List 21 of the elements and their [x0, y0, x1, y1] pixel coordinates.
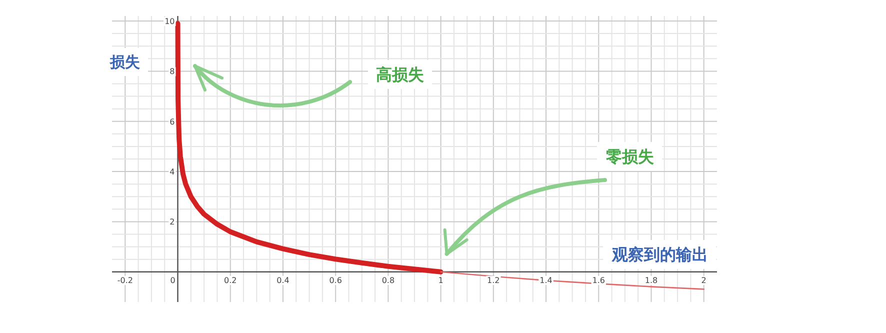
x-tick-label: 0.2	[224, 276, 237, 285]
x-tick-label: 0.4	[276, 276, 290, 285]
y-tick-label: 6	[170, 117, 175, 126]
x-tick-label: 0.8	[382, 276, 395, 285]
y-tick-label: 10	[164, 17, 175, 26]
annotation: 高损失	[376, 65, 424, 84]
x-tick-label: 2	[701, 276, 706, 285]
line-series	[440, 271, 704, 290]
x-tick-label: 0.6	[329, 276, 342, 285]
y-axis-title: 损失	[109, 53, 140, 71]
x-axis-title: 观察到的输出	[611, 245, 708, 264]
y-tick-label: 8	[170, 67, 175, 76]
y-tick-label: 2	[170, 218, 175, 227]
y-tick-label: 4	[170, 168, 175, 177]
annotation: 零损失	[605, 147, 654, 166]
x-tick-label: 1.6	[592, 276, 605, 285]
x-tick-label: 1.8	[644, 276, 658, 285]
x-tick-label: 1	[438, 276, 444, 285]
x-tick-label: -0.2	[117, 276, 133, 285]
x-tick-label: 1.2	[487, 276, 500, 285]
x-tick-label: 0	[170, 276, 176, 285]
